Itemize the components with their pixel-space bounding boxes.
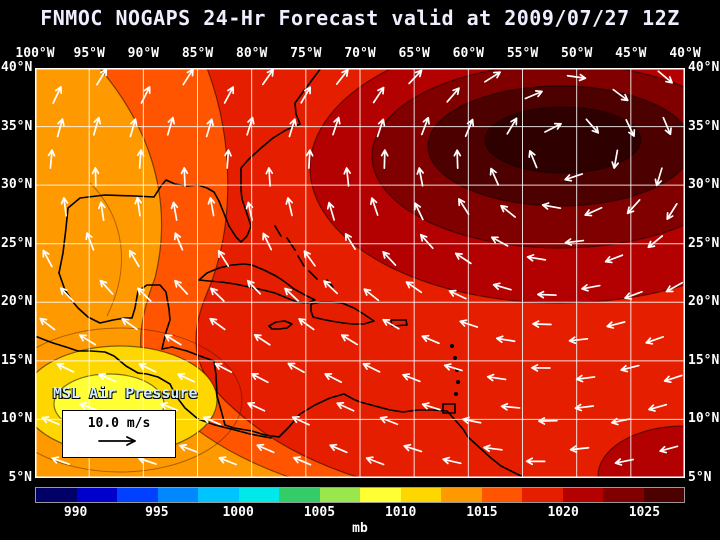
colorbar-segment: [400, 488, 441, 502]
jamaica-coast: [268, 320, 293, 330]
lon-label: 65°W: [398, 46, 430, 61]
lat-label: 40°N: [688, 60, 720, 75]
colorbar-segment: [562, 488, 603, 502]
colorbar-tick-label: 990: [63, 505, 88, 520]
field-label: MSL Air Pressure: [53, 384, 198, 402]
lon-label: 40°W: [669, 46, 701, 61]
lon-label: 80°W: [236, 46, 268, 61]
colorbar-segment: [238, 488, 279, 502]
colorbar-segment: [279, 488, 320, 502]
coastlines: [35, 68, 526, 478]
us-gulf-atlantic-coast: [58, 68, 322, 274]
colorbar-segment: [603, 488, 644, 502]
contour-1010-ring: [35, 327, 243, 473]
trinidad-coast: [442, 403, 456, 414]
colorbar-segment: [643, 488, 684, 502]
colorbar-segment: [76, 488, 117, 502]
colorbar-segment: [522, 488, 563, 502]
map-frame: [35, 68, 685, 478]
colorbar-tick-label: 1025: [628, 505, 661, 520]
colorbar-segment: [441, 488, 482, 502]
colorbar-segment: [117, 488, 158, 502]
colorbar-tick-label: 1005: [303, 505, 336, 520]
lat-label: 30°N: [688, 177, 720, 193]
lon-label: 90°W: [127, 46, 159, 61]
colorbar-segment: [157, 488, 198, 502]
wind-vectors: [39, 68, 684, 466]
colorbar-segment: [198, 488, 239, 502]
lat-label: 10°N: [688, 411, 720, 427]
lon-label: 60°W: [452, 46, 484, 61]
lat-label: 15°N: [1, 352, 33, 368]
lon-label: 95°W: [73, 46, 105, 61]
pacific-coast: [35, 335, 272, 439]
lon-label: 75°W: [290, 46, 322, 61]
lon-label: 100°W: [15, 46, 55, 61]
lat-label: 10°N: [1, 411, 33, 427]
colorbar-segment: [360, 488, 401, 502]
lon-label: 45°W: [615, 46, 647, 61]
colorbar-tick-label: 1000: [222, 505, 254, 520]
lon-label: 55°W: [506, 46, 539, 61]
lat-label: 25°N: [1, 235, 33, 251]
lon-label: 85°W: [181, 46, 214, 61]
colorbar-tick-label: 995: [145, 505, 169, 520]
colorbar-tick-label: 1010: [384, 505, 417, 520]
colorbar: [35, 487, 685, 503]
colorbar-segment: [481, 488, 522, 502]
pressure-field-plot: [35, 68, 685, 478]
lat-label: 15°N: [688, 352, 720, 368]
lon-label: 50°W: [561, 46, 593, 61]
colorbar-segment: [36, 488, 77, 502]
wind-speed-value: 10.0 m/s: [87, 416, 151, 431]
lat-label: 5°N: [688, 470, 712, 485]
colorbar-units: mb: [352, 521, 368, 536]
lat-label: 25°N: [688, 235, 720, 251]
chart-title: FNMOC NOGAPS 24-Hr Forecast valid at 200…: [40, 6, 680, 30]
wind-speed-legend: 10.0 m/s: [62, 410, 176, 458]
high-pressure-core: [484, 106, 642, 174]
wind-arrow-icon: [98, 436, 136, 446]
lon-label: 70°W: [344, 46, 376, 61]
colorbar-tick-label: 1020: [547, 505, 579, 520]
lat-label: 5°N: [8, 470, 32, 485]
lat-label: 35°N: [688, 118, 720, 134]
forecast-map: MSL Air Pressure 10.0 m/s: [35, 68, 685, 478]
colorbar-segment: [319, 488, 360, 502]
cuba-coast: [198, 263, 316, 304]
lat-label: 20°N: [1, 294, 33, 310]
lat-label: 20°N: [688, 294, 720, 310]
lat-label: 30°N: [1, 177, 33, 193]
colorbar-tick-label: 1015: [466, 505, 498, 520]
lat-label: 40°N: [1, 60, 33, 75]
lat-label: 35°N: [1, 118, 33, 134]
